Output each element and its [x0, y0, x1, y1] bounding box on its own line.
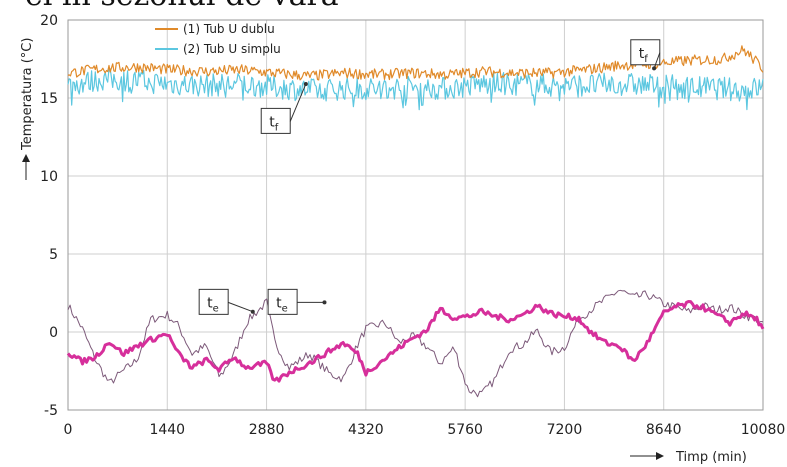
annotation-box: [630, 39, 661, 66]
series-line: [67, 68, 764, 111]
annotation-box: [260, 107, 291, 134]
y-tick-label: 20: [40, 13, 58, 29]
y-tick-label: 15: [40, 91, 58, 107]
x-tick-label: 5760: [447, 422, 483, 438]
annotation-label: tf: [639, 46, 649, 65]
y-axis-arrowhead: [22, 154, 30, 162]
annotation-pointer: [250, 309, 255, 314]
x-tick-label: 0: [64, 422, 73, 438]
y-axis-label: Temperatura (°C): [20, 38, 35, 151]
annotation-tf: tf: [260, 81, 308, 134]
y-tick-label: 5: [49, 247, 58, 263]
annotation-leader: [653, 52, 661, 69]
grid: [67, 19, 764, 411]
plot-area-frame: [67, 19, 764, 411]
annotation-label: te: [207, 295, 219, 314]
top-caption: ei in sezonul de vara: [25, 0, 339, 13]
annotation-label: te: [276, 295, 288, 314]
legend: (1) Tub U dublu (2) Tub U simplu: [155, 22, 281, 56]
axes: -5 0 5 10 15 20 0 1440 2880 4320 5760 7200 8640 10080…: [20, 13, 785, 465]
x-tick-label: 2880: [249, 422, 285, 438]
annotation-tf: tf: [630, 39, 661, 71]
x-tick-label: 4320: [348, 422, 384, 438]
annotation-te: te: [198, 288, 255, 315]
annotation-box: [198, 288, 229, 315]
x-tick-label: 1440: [149, 422, 185, 438]
annotation-pointer: [322, 300, 327, 305]
annotation-label: tf: [269, 114, 279, 133]
annotation-te: te: [267, 288, 327, 315]
x-axis-label: Timp (min): [675, 450, 747, 465]
annotation-leader: [227, 301, 253, 313]
annotation-pointer: [652, 66, 657, 71]
x-tick-label: 8640: [646, 422, 682, 438]
y-tick-label: -5: [44, 403, 58, 419]
x-tick-label: 10080: [741, 422, 786, 438]
y-tick-label: 0: [49, 325, 58, 341]
series-3: [66, 300, 765, 383]
series-2: [67, 68, 764, 111]
annotation-box: [267, 288, 298, 315]
y-tick-label: 10: [40, 169, 58, 185]
annotations: tf tf te te: [198, 39, 661, 315]
legend-label: (1) Tub U dublu: [183, 22, 275, 36]
x-axis-arrowhead: [656, 452, 664, 460]
legend-label: (2) Tub U simplu: [183, 42, 281, 56]
x-tick-label: 7200: [547, 422, 583, 438]
series-line: [66, 300, 765, 383]
series-layer: [66, 45, 765, 398]
annotation-leader: [289, 83, 307, 122]
annotation-pointer: [303, 81, 308, 86]
